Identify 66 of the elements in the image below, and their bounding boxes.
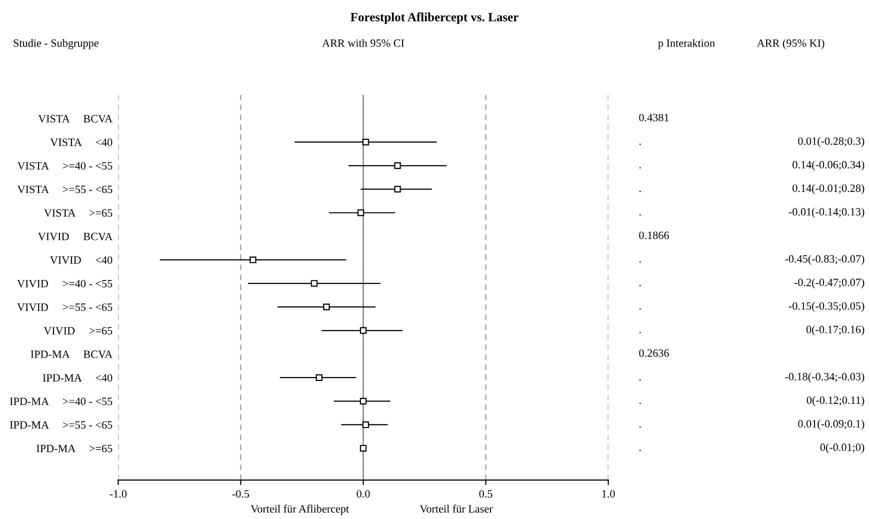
y-tick-label: VIVID BCVA xyxy=(38,232,113,240)
y-tick-label: VISTA >=40 - <55 xyxy=(17,162,112,170)
x-tick-label: -0.5 xyxy=(232,490,250,498)
text: . xyxy=(639,284,641,286)
data-label: -0.15(-0.35;0.05) xyxy=(788,302,864,312)
text: . xyxy=(639,190,641,192)
data-label: -0.01(-0.14;0.13) xyxy=(788,208,864,218)
data-label: 0(-0.01;0) xyxy=(820,443,864,454)
y-tick-label: IPD-MA <40 xyxy=(42,374,112,382)
y-tick-label: IPD-MA >=65 xyxy=(36,444,112,452)
text: . xyxy=(639,214,641,216)
point xyxy=(360,327,367,334)
y-tick-label: VIVID >=55 - <65 xyxy=(17,303,112,311)
y-tick-label: IPD-MA >=55 - <65 xyxy=(10,421,112,429)
point xyxy=(360,444,367,452)
data-label: 0(-0.17;0.16) xyxy=(806,325,864,336)
chart-title: Forestplot Aflibercept vs. Laser xyxy=(350,12,518,24)
text: . xyxy=(639,308,641,310)
text: . xyxy=(639,402,641,404)
text: 0.2636 xyxy=(639,349,669,357)
y-tick-label: VIVID >=65 xyxy=(44,327,112,335)
text: . xyxy=(639,332,641,334)
point xyxy=(394,186,401,193)
point xyxy=(310,280,318,287)
point xyxy=(394,162,401,169)
y-tick-label: VISTA >=65 xyxy=(44,209,112,217)
text: 0.4381 xyxy=(639,114,669,122)
point xyxy=(362,421,370,428)
data-label: 0(-0.12;0.11) xyxy=(806,396,864,406)
x-tick-label: 1.0 xyxy=(602,490,615,498)
data-label: -0.18(-0.34;-0.03) xyxy=(785,372,864,383)
text: Vorteil für Aflibercept xyxy=(250,504,350,515)
text: . xyxy=(639,450,641,452)
point xyxy=(250,256,256,264)
text: . xyxy=(639,144,641,145)
y-axis-title: Studie - Subgruppe xyxy=(14,39,98,50)
text: . xyxy=(639,426,641,428)
data-label: 0.14(-0.06;0.34) xyxy=(792,160,864,171)
y-tick-label: IPD-MA >=40 - <55 xyxy=(10,398,112,406)
y-tick-label: VISTA <40 xyxy=(50,138,112,146)
point xyxy=(316,374,322,381)
text: . xyxy=(639,379,641,380)
point xyxy=(360,398,367,405)
text: ARR (95% KI) xyxy=(756,39,824,50)
text: Vorteil für Laser xyxy=(420,504,493,513)
text: . xyxy=(639,167,641,168)
text: 0.1866 xyxy=(639,232,669,240)
y-tick-label: VISTA BCVA xyxy=(38,115,113,123)
text: . xyxy=(639,261,641,263)
x-tick-label: 0.0 xyxy=(356,490,370,498)
y-tick-label: VIVID <40 xyxy=(50,256,112,264)
y-tick-label: VISTA >=55 - <65 xyxy=(17,186,112,194)
data-label: 0.14(-0.01;0.28) xyxy=(792,184,864,194)
point xyxy=(357,209,364,216)
data-label: -0.45(-0.83;-0.07) xyxy=(785,254,864,265)
point xyxy=(323,304,330,310)
data-label: 0.01(-0.28;0.3) xyxy=(798,137,864,148)
x-tick-label: -1.0 xyxy=(110,490,127,498)
data-label: -0.2(-0.47;0.07) xyxy=(794,278,864,288)
y-tick-label: IPD-MA BCVA xyxy=(30,350,113,358)
point xyxy=(362,138,370,146)
chart-subtitle: ARR with 95% CI xyxy=(322,39,404,47)
x-tick-label: 0.5 xyxy=(479,490,492,498)
data-label: 0.01(-0.09;0.1) xyxy=(798,420,864,430)
text: p Interaktion xyxy=(658,39,715,50)
y-tick-label: VIVID >=40 - <55 xyxy=(17,280,112,288)
